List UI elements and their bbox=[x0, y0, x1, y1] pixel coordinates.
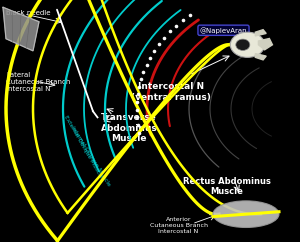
Text: Intercostal N
(ventral ramus): Intercostal N (ventral ramus) bbox=[131, 82, 211, 102]
Text: External Oblique Muscle: External Oblique Muscle bbox=[63, 114, 103, 179]
Text: Lateral
Cutaneous Branch
Intercostal N: Lateral Cutaneous Branch Intercostal N bbox=[6, 72, 70, 92]
Text: block needle: block needle bbox=[6, 10, 50, 16]
Ellipse shape bbox=[230, 32, 265, 57]
Circle shape bbox=[236, 39, 250, 50]
Ellipse shape bbox=[213, 201, 279, 227]
Text: Anterior
Cutaneous Branch
Intercostal N: Anterior Cutaneous Branch Intercostal N bbox=[149, 217, 208, 234]
Polygon shape bbox=[258, 38, 272, 50]
Text: Rectus Abdominus
Muscle: Rectus Abdominus Muscle bbox=[183, 177, 270, 196]
Text: @NaplevAran: @NaplevAran bbox=[200, 27, 247, 34]
Polygon shape bbox=[255, 30, 266, 36]
Text: Transverse
Abdominus
Muscle: Transverse Abdominus Muscle bbox=[100, 113, 158, 143]
Text: Internal Oblique Muscle: Internal Oblique Muscle bbox=[70, 126, 112, 188]
Polygon shape bbox=[255, 53, 266, 60]
Polygon shape bbox=[3, 7, 39, 51]
